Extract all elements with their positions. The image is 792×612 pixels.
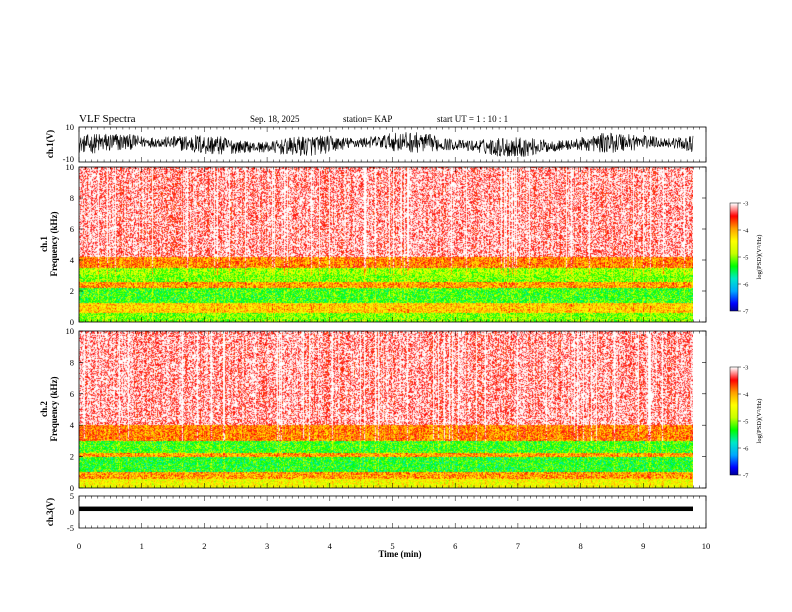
x-tick-label: 0: [77, 541, 81, 551]
ch1-colorbar-label: log(PSD)(V²/Hz): [756, 235, 763, 280]
ch2-spec-ytick-label: 10: [66, 326, 75, 336]
ch2-spec-ytick-label: 6: [70, 389, 74, 399]
x-tick-label: 8: [578, 541, 582, 551]
ch1-ylabel: ch.1(V): [45, 130, 55, 158]
ch2-spec-ylabel-1: ch.2: [39, 401, 49, 417]
x-axis-ticks: [78, 127, 707, 528]
header-date: Sep. 18, 2025: [250, 114, 300, 124]
x-tick-label: 4: [328, 541, 333, 551]
x-tick-label: 9: [641, 541, 645, 551]
ch1-ytick-bottom: -10: [63, 154, 74, 164]
x-tick-label: 5: [390, 541, 394, 551]
ch2-colorbar-tick-label: -4: [743, 392, 749, 399]
ch1-colorbar-tick-label: -6: [743, 282, 749, 289]
header-start-ut: start UT = 1 : 10 : 1: [437, 114, 508, 124]
x-axis-label: Time (min): [378, 549, 421, 559]
ch1-spec-ytick-label: 6: [70, 224, 74, 234]
ch1-spec-ylabel-1: ch.1: [39, 236, 49, 252]
ch2-colorbar-gradient: [730, 367, 738, 475]
header-station: station= KAP: [343, 114, 392, 124]
ch2-colorbar-tick-label: -3: [743, 365, 748, 372]
ch1-spec-ytick-label: 8: [70, 193, 74, 203]
ch1-colorbar-tick-label: -7: [743, 309, 749, 316]
ch1-spec-ytick-label: 0: [70, 317, 74, 327]
ch2-spectrogram-image: [79, 331, 693, 488]
ch1-colorbar: -3 -4 -5 -6 -7 log(PSD)(V²/Hz): [729, 201, 763, 316]
ch3-ytick-bottom: -5: [67, 523, 74, 533]
ch1-colorbar-tick-label: -4: [743, 228, 749, 235]
x-tick-label: 6: [453, 541, 457, 551]
x-tick-label: 1: [140, 541, 144, 551]
ch3-waveform-trace: [79, 506, 693, 512]
ch3-waveform-panel: 5 0 -5 ch.3(V): [45, 491, 707, 533]
ch1-waveform-trace: [78, 132, 694, 157]
ch1-spec-ytick-label: 4: [70, 255, 75, 265]
ch2-spec-ylabel-2: Frequency (kHz): [49, 376, 59, 441]
ch2-colorbar-tick-label: -6: [743, 446, 749, 453]
x-tick-label: 7: [516, 541, 520, 551]
ch2-spec-ytick-label: 4: [70, 420, 75, 430]
x-tick-label: 2: [202, 541, 206, 551]
ch2-spec-ytick-label: 8: [70, 357, 74, 367]
ch3-ytick-mid: 0: [70, 507, 74, 517]
x-axis-tick-labels: 0 1 2 3 4 5 6 7 8 9 10: [77, 541, 710, 551]
ch1-spec-ytick-label: 2: [70, 286, 74, 296]
ch3-ylabel: ch.3(V): [45, 498, 55, 526]
ch1-spectrogram-panel: 0 2 4 6 8 10 ch.1 Frequency (kHz): [39, 162, 707, 327]
ch2-colorbar-tick-label: -7: [743, 473, 749, 480]
ch1-colorbar-tick-label: -5: [743, 255, 748, 262]
ch2-colorbar-tick-label: -5: [743, 419, 748, 426]
ch2-spectrogram-panel: 0 2 4 6 8 10 ch.2 Frequency (kHz): [39, 326, 707, 493]
ch1-ytick-top: 10: [66, 122, 75, 132]
ch3-ytick-top: 5: [70, 491, 74, 501]
ch2-colorbar-label: log(PSD)(V²/Hz): [756, 399, 763, 444]
ch2-spec-ytick-label: 2: [70, 452, 74, 462]
ch1-waveform-panel: 10 -10 ch.1(V): [45, 122, 707, 164]
ch1-colorbar-gradient: [730, 203, 738, 311]
ch1-spec-ylabel-2: Frequency (kHz): [49, 211, 59, 276]
ch1-spec-ytick-label: 10: [66, 162, 75, 172]
ch1-colorbar-tick-label: -3: [743, 201, 748, 208]
ch2-colorbar: -3 -4 -5 -6 -7 log(PSD)(V²/Hz): [729, 365, 763, 480]
figure-title: VLF Spectra: [79, 113, 136, 125]
x-tick-label: 10: [702, 541, 711, 551]
ch1-spectrogram-image: [79, 167, 693, 322]
ch2-spec-ytick-label: 0: [70, 483, 74, 493]
x-tick-label: 3: [265, 541, 269, 551]
